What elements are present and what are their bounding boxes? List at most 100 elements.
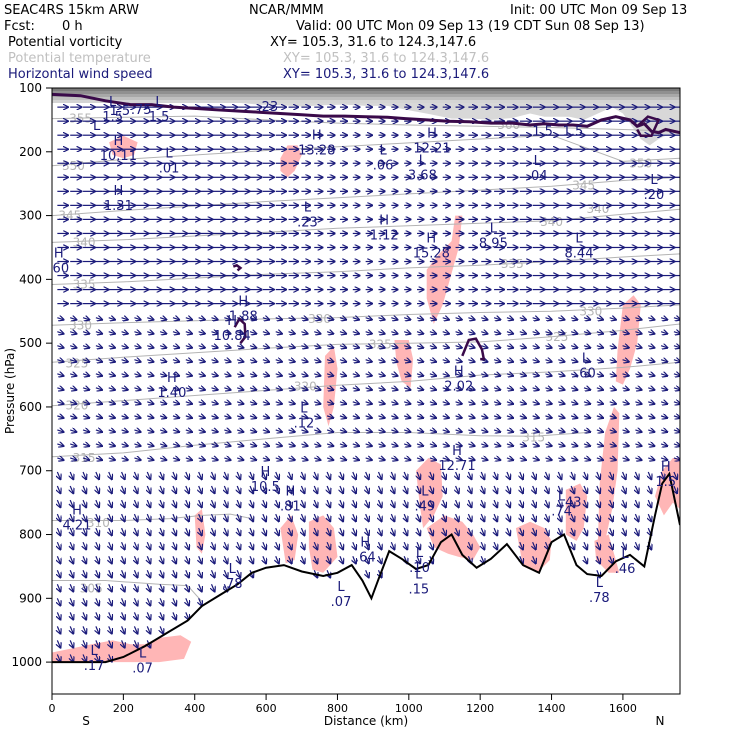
wind-vector-955 bbox=[391, 360, 397, 362]
wind-vector-953 bbox=[391, 332, 397, 334]
wind-vector-1570 bbox=[635, 360, 641, 362]
wind-vector-107 bbox=[83, 485, 86, 493]
wind-vector-1352 bbox=[545, 485, 548, 493]
wind-vector-1026 bbox=[416, 444, 423, 446]
wind-vector-894 bbox=[365, 458, 372, 460]
theta-label-18: 345 bbox=[572, 179, 595, 193]
wind-vector-567 bbox=[237, 555, 240, 563]
wind-vector-260 bbox=[134, 402, 140, 404]
y-tick-label-2: 300 bbox=[19, 209, 42, 223]
wind-vector-1024 bbox=[416, 416, 423, 418]
wind-vector-108 bbox=[83, 499, 86, 507]
theta-label-13: 335 bbox=[501, 257, 524, 271]
wind-vector-932 bbox=[378, 513, 381, 521]
extremum-type-38: L bbox=[416, 546, 424, 561]
wind-vector-1148 bbox=[468, 360, 474, 362]
extremum-value-6: 1.5 bbox=[563, 124, 584, 139]
wind-vector-1549 bbox=[623, 513, 626, 521]
wind-vector-1123 bbox=[455, 444, 462, 446]
wind-vector-1343 bbox=[545, 360, 551, 362]
wind-vector-341 bbox=[159, 444, 166, 446]
wind-vector-1577 bbox=[635, 458, 641, 460]
wind-vector-1502 bbox=[609, 318, 616, 320]
wind-vector-718 bbox=[301, 332, 307, 334]
extremum-value-14: .04 bbox=[527, 169, 548, 184]
wind-vector-1350 bbox=[545, 458, 551, 460]
wind-vector-272 bbox=[134, 570, 137, 577]
wind-vector-966 bbox=[391, 513, 394, 521]
wind-vector-1033 bbox=[417, 541, 420, 549]
wind-vector-1277 bbox=[519, 360, 526, 362]
wind-vector-1255 bbox=[507, 485, 510, 493]
extremum-value-4: .23 bbox=[258, 100, 279, 115]
wind-vector-622 bbox=[262, 374, 269, 376]
field-xy-pv: XY= 105.3, 31.6 to 124.3,147.6 bbox=[270, 35, 477, 50]
wind-vector-552 bbox=[236, 346, 243, 348]
wind-vector-517 bbox=[224, 346, 230, 348]
wind-vector-19 bbox=[57, 374, 63, 376]
wind-vector-1145 bbox=[468, 318, 474, 320]
wind-vector-1189 bbox=[481, 471, 484, 479]
wind-vector-1224 bbox=[494, 499, 497, 507]
wind-vector-145 bbox=[95, 458, 102, 460]
wind-vector-994 bbox=[403, 458, 410, 460]
wind-vector-1632 bbox=[660, 332, 667, 334]
wind-vector-1386 bbox=[558, 513, 561, 521]
wind-vector-236 bbox=[122, 612, 125, 619]
wind-vector-1274 bbox=[519, 318, 526, 320]
wind-vector-1636 bbox=[660, 388, 667, 390]
wind-vector-961 bbox=[391, 444, 397, 446]
wind-vector-664 bbox=[276, 499, 279, 507]
wind-vector-55 bbox=[70, 318, 76, 320]
theta-label-21: 355 bbox=[69, 112, 92, 126]
wind-vector-531 bbox=[224, 541, 227, 549]
wind-vector-600 bbox=[250, 541, 253, 549]
wind-vector-408 bbox=[185, 332, 192, 334]
wind-vector-725 bbox=[301, 430, 307, 432]
wind-vector-1215 bbox=[493, 374, 500, 376]
wind-vector-409 bbox=[185, 346, 192, 348]
wind-vector-561 bbox=[237, 471, 240, 479]
wind-vector-1153 bbox=[468, 430, 474, 432]
wind-vector-1218 bbox=[493, 416, 500, 418]
wind-vector-411 bbox=[185, 374, 192, 376]
wind-vector-901 bbox=[366, 555, 369, 563]
wind-vector-727 bbox=[301, 458, 307, 460]
wind-vector-1280 bbox=[519, 402, 526, 404]
extremum-type-37: H bbox=[360, 535, 370, 550]
wind-vector-853 bbox=[352, 346, 359, 348]
wind-vector-721 bbox=[301, 374, 307, 376]
wind-vector-223 bbox=[121, 430, 128, 432]
wind-vector-1610 bbox=[648, 471, 651, 479]
wind-vector-1193 bbox=[481, 527, 484, 535]
wind-vector-1051 bbox=[429, 332, 436, 334]
wind-vector-827 bbox=[339, 444, 346, 446]
wind-vector-921 bbox=[378, 360, 384, 362]
wind-vector-1450 bbox=[584, 527, 587, 535]
wind-vector-968 bbox=[391, 541, 394, 549]
wind-vector-1150 bbox=[468, 388, 474, 390]
wind-vector-141 bbox=[95, 402, 102, 404]
wind-vector-1666 bbox=[673, 430, 680, 432]
wind-vector-1341 bbox=[545, 332, 551, 334]
wind-vector-29 bbox=[57, 513, 60, 521]
wind-vector-1349 bbox=[545, 444, 551, 446]
wind-vector-732 bbox=[301, 527, 304, 535]
wind-vector-519 bbox=[224, 374, 230, 376]
wind-vector-833 bbox=[340, 527, 343, 535]
wind-vector-865 bbox=[353, 513, 356, 521]
wind-vector-1223 bbox=[494, 485, 497, 493]
wind-vector-1227 bbox=[494, 541, 497, 549]
wind-vector-462 bbox=[199, 570, 202, 577]
wind-vector-1098 bbox=[443, 527, 446, 535]
wind-vector-1544 bbox=[622, 444, 629, 446]
wind-vector-388 bbox=[173, 570, 176, 577]
y-tick-label-8: 900 bbox=[19, 591, 42, 605]
extremum-type-30: H bbox=[661, 460, 671, 475]
wind-vector-719 bbox=[301, 346, 307, 348]
extremum-value-33: .49 bbox=[415, 499, 436, 514]
wind-vector-1374 bbox=[558, 346, 564, 348]
wind-vector-902 bbox=[366, 570, 369, 577]
wind-vector-1581 bbox=[635, 513, 638, 521]
wind-vector-1582 bbox=[635, 527, 638, 535]
